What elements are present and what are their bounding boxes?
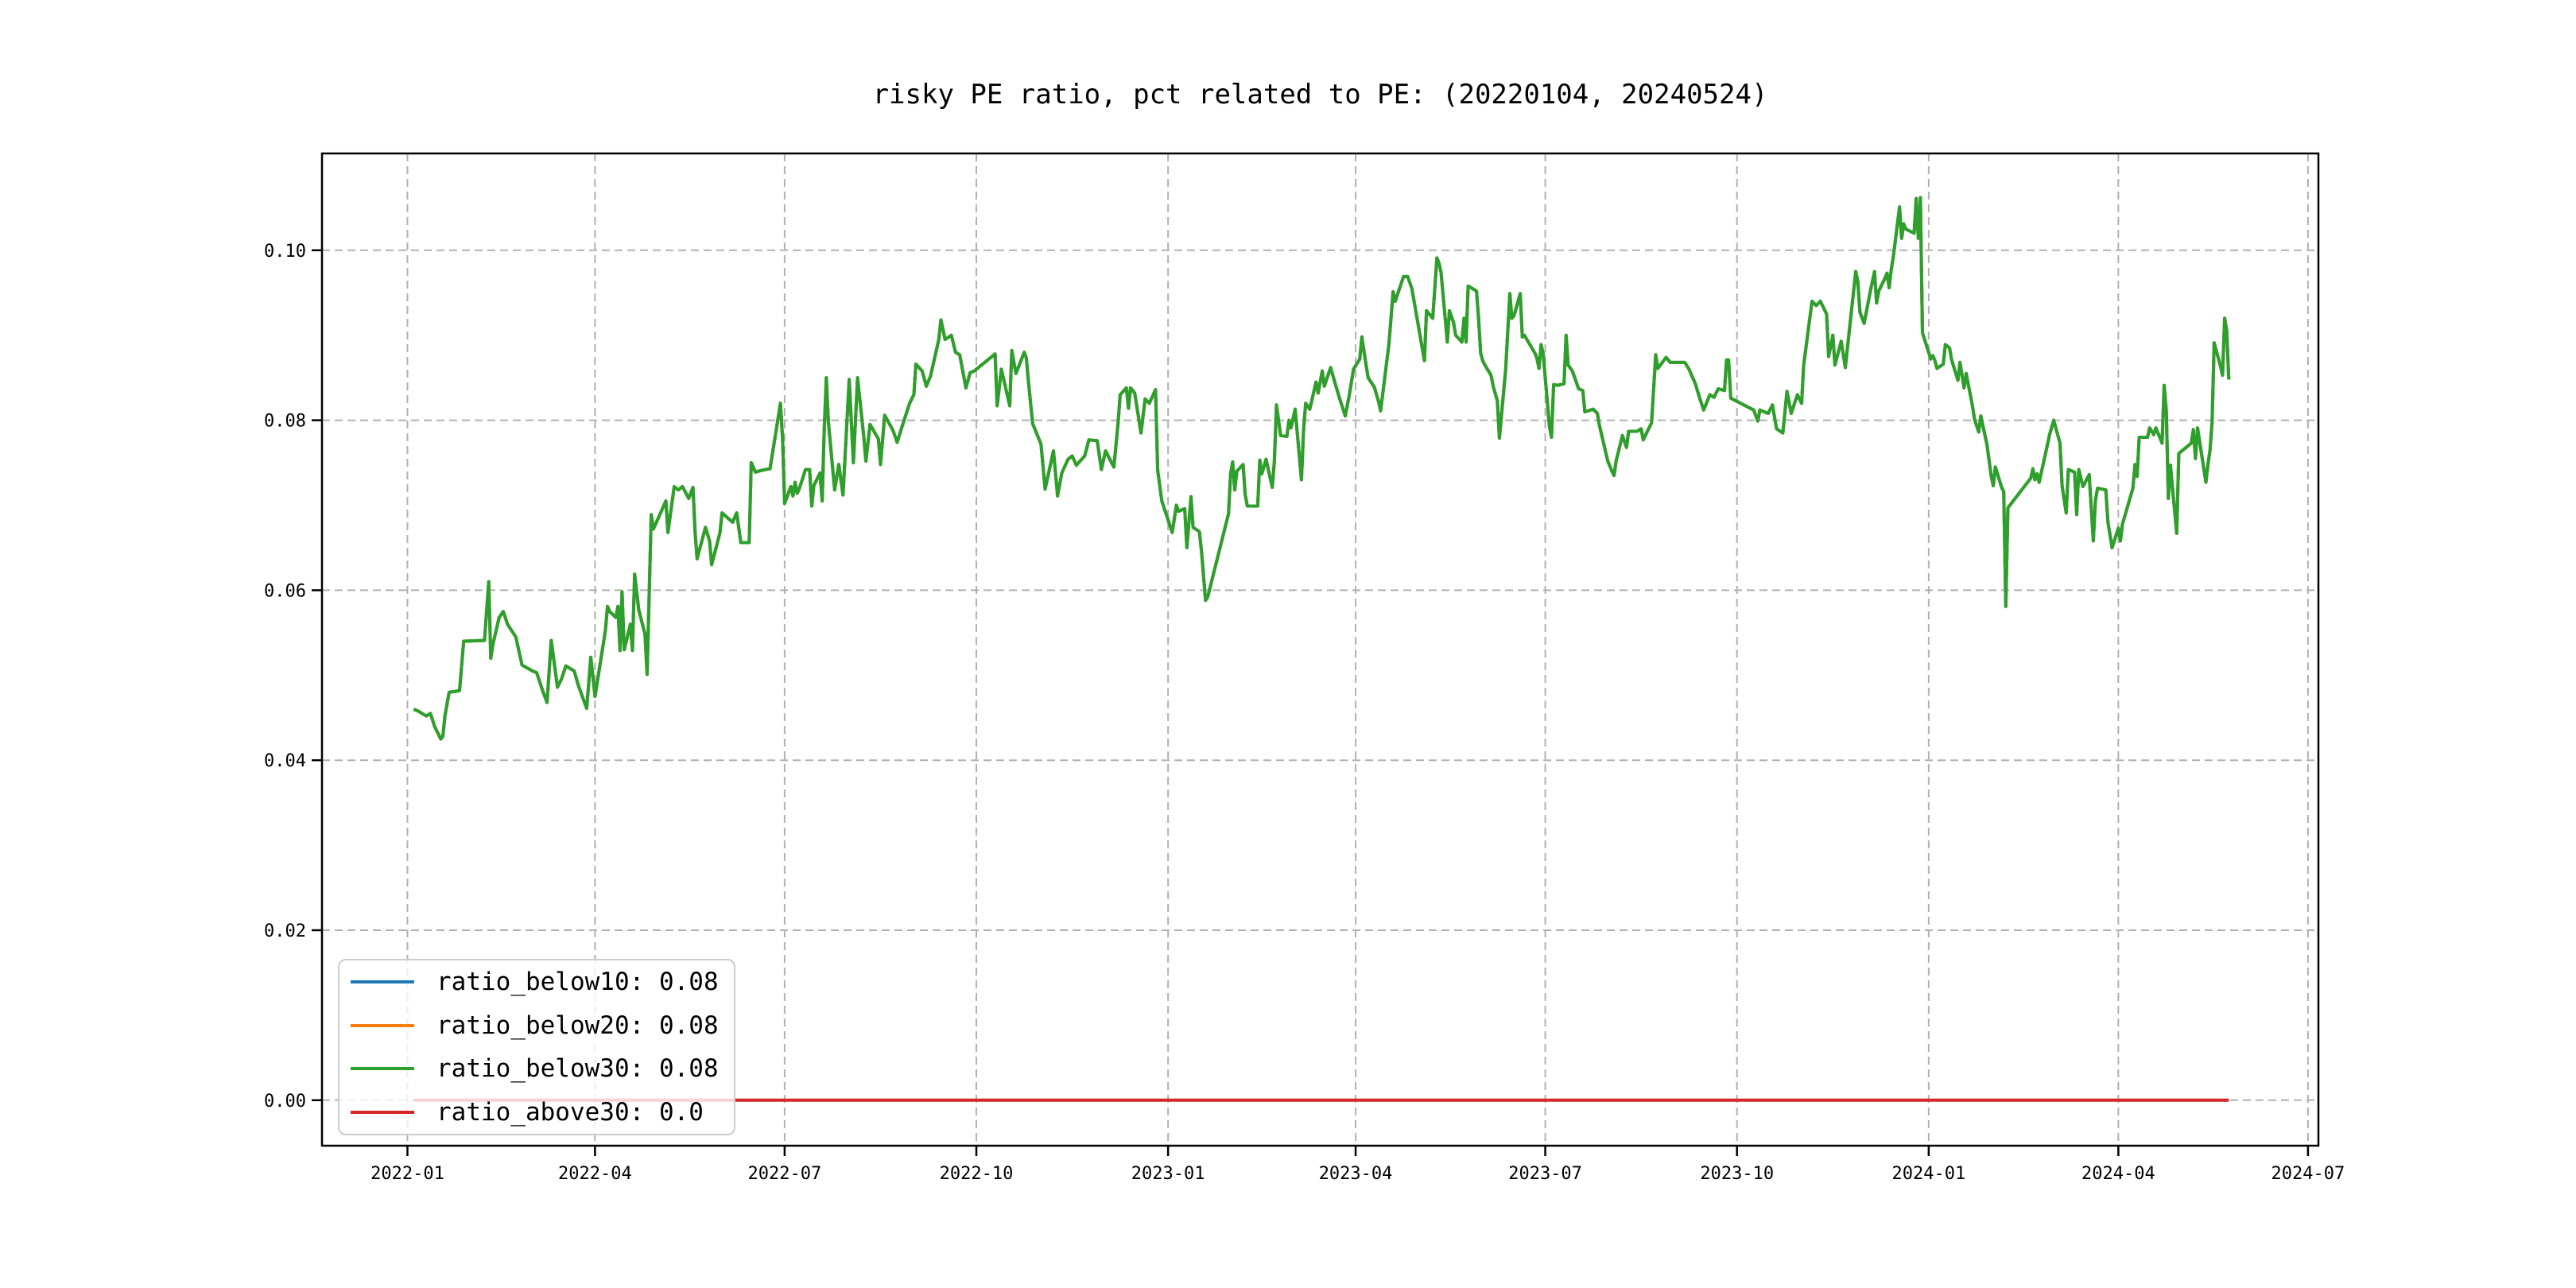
legend-label: ratio_below10: 0.08 — [436, 968, 719, 997]
x-tick-label: 2022-07 — [748, 1164, 822, 1184]
legend: ratio_below10: 0.08 ratio_below20: 0.08 ra… — [338, 959, 735, 1135]
plot-frame — [320, 152, 2320, 1147]
x-tick-label: 2023-04 — [1319, 1164, 1393, 1184]
legend-item: ratio_below10: 0.08 — [339, 968, 734, 996]
legend-label: ratio_below20: 0.08 — [436, 1011, 719, 1040]
x-tick-label: 2024-07 — [2271, 1164, 2345, 1184]
x-tick-label: 2022-01 — [370, 1164, 444, 1184]
series-line-ratio_below10 — [413, 196, 2231, 741]
x-tick-label: 2023-01 — [1131, 1164, 1205, 1184]
x-tick-label: 2023-10 — [1700, 1164, 1774, 1184]
legend-line-swatch — [351, 1023, 414, 1027]
x-tick-label: 2024-01 — [1891, 1164, 1965, 1184]
y-tick-label: 0.06 — [264, 581, 306, 601]
legend-label: ratio_below30: 0.08 — [436, 1054, 719, 1084]
legend-item: ratio_above30: 0.0 — [339, 1098, 734, 1127]
x-tick-label: 2023-07 — [1508, 1164, 1582, 1184]
y-tick-label: 0.00 — [264, 1092, 306, 1111]
legend-line-swatch — [351, 1067, 414, 1071]
y-tick-label: 0.08 — [264, 412, 306, 432]
y-tick-label: 0.10 — [264, 242, 306, 262]
series-line-ratio_below20 — [413, 196, 2231, 741]
x-tick-label: 2022-04 — [558, 1164, 632, 1184]
legend-item: ratio_below30: 0.08 — [339, 1054, 734, 1083]
series-line-ratio_below30 — [413, 196, 2231, 741]
x-tick-label: 2022-10 — [940, 1164, 1014, 1184]
y-tick-label: 0.02 — [264, 921, 306, 941]
legend-label: ratio_above30: 0.0 — [436, 1097, 704, 1127]
legend-item: ratio_below20: 0.08 — [339, 1011, 734, 1040]
y-tick-label: 0.04 — [264, 751, 306, 771]
legend-line-swatch — [351, 980, 414, 984]
legend-line-swatch — [351, 1110, 414, 1114]
x-tick-label: 2024-04 — [2081, 1164, 2155, 1184]
chart-title: risky PE ratio, pct related to PE: (2022… — [872, 79, 1768, 111]
